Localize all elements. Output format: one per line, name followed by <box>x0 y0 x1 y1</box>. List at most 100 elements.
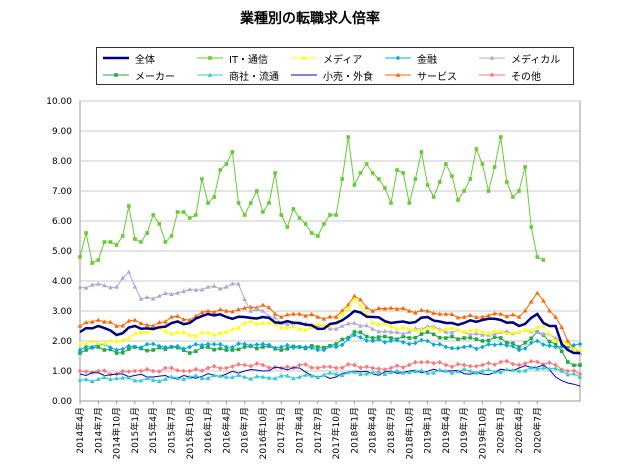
data-point <box>406 308 412 313</box>
data-point <box>547 360 552 365</box>
data-point <box>382 339 388 345</box>
data-point <box>224 344 229 350</box>
data-point <box>254 374 260 379</box>
data-point <box>529 225 534 229</box>
data-point <box>175 375 180 380</box>
data-point <box>571 346 577 351</box>
data-point <box>333 365 339 371</box>
x-tick-label: 2014年7月 <box>92 407 104 454</box>
data-point <box>266 320 272 325</box>
data-point <box>89 338 95 344</box>
data-point <box>102 319 107 324</box>
data-point <box>383 334 387 339</box>
data-point <box>419 332 424 336</box>
data-point <box>541 342 546 347</box>
data-point <box>108 240 113 244</box>
data-point <box>425 330 430 334</box>
legend-label: 小売・外食 <box>323 72 373 83</box>
x-tick-label: 2015年10月 <box>184 407 196 459</box>
legend-swatch <box>103 56 129 60</box>
data-point <box>321 347 327 353</box>
data-point <box>535 366 540 371</box>
data-point <box>291 376 296 381</box>
data-point <box>205 330 211 335</box>
data-point <box>333 326 339 331</box>
legend-swatch <box>197 56 223 60</box>
data-point <box>89 344 95 350</box>
data-point <box>565 372 571 377</box>
data-point <box>498 336 503 340</box>
data-point <box>370 308 375 313</box>
data-point <box>77 323 83 328</box>
data-point <box>175 368 180 373</box>
data-point <box>327 326 333 331</box>
data-point <box>455 368 461 374</box>
data-point <box>260 374 266 379</box>
data-point <box>297 362 302 368</box>
data-point <box>181 329 186 335</box>
data-point <box>242 341 247 347</box>
data-point <box>212 195 216 199</box>
data-point <box>467 328 473 333</box>
data-point <box>339 342 345 348</box>
data-point <box>516 368 522 373</box>
data-point <box>376 369 382 374</box>
data-point <box>449 329 455 335</box>
data-point <box>401 334 405 339</box>
data-point <box>181 376 186 381</box>
data-point <box>108 345 113 350</box>
data-point <box>95 281 101 286</box>
data-point <box>388 305 394 310</box>
data-point <box>559 368 565 373</box>
data-point <box>199 368 205 374</box>
data-point <box>553 335 558 340</box>
data-point <box>449 311 455 317</box>
data-point <box>352 183 357 187</box>
data-point <box>443 326 449 331</box>
data-point <box>144 330 150 335</box>
data-point <box>498 369 504 374</box>
data-point <box>187 332 193 337</box>
data-point <box>132 378 138 383</box>
data-point <box>511 195 515 199</box>
data-point <box>236 372 241 377</box>
data-point <box>467 332 473 337</box>
data-point <box>443 344 449 350</box>
data-point <box>138 368 144 374</box>
legend-marker <box>395 55 401 61</box>
data-point <box>114 243 119 247</box>
data-point <box>291 207 296 211</box>
data-point <box>242 362 247 368</box>
data-point <box>541 298 546 303</box>
data-point <box>388 370 394 375</box>
data-point <box>309 231 314 235</box>
data-point <box>132 344 138 350</box>
data-point <box>529 359 534 364</box>
data-point <box>102 374 107 380</box>
data-point <box>230 344 235 350</box>
data-point <box>114 338 119 343</box>
data-point <box>321 316 327 321</box>
data-point <box>285 225 290 229</box>
data-point <box>413 327 418 332</box>
data-point <box>126 335 132 340</box>
data-point <box>150 323 156 328</box>
data-point <box>255 189 259 193</box>
data-point <box>218 346 223 351</box>
data-point <box>230 348 235 352</box>
data-point <box>437 335 442 340</box>
data-point <box>218 341 223 347</box>
data-point <box>138 296 144 301</box>
data-point <box>144 366 150 372</box>
data-point <box>474 147 479 151</box>
data-point <box>303 327 308 332</box>
data-point <box>102 240 107 244</box>
data-point <box>492 311 497 316</box>
data-point <box>230 364 235 369</box>
data-point <box>370 336 375 340</box>
data-point <box>138 378 144 383</box>
data-point <box>352 362 357 368</box>
data-point <box>523 341 527 345</box>
data-point <box>449 345 455 351</box>
data-point <box>114 376 119 381</box>
